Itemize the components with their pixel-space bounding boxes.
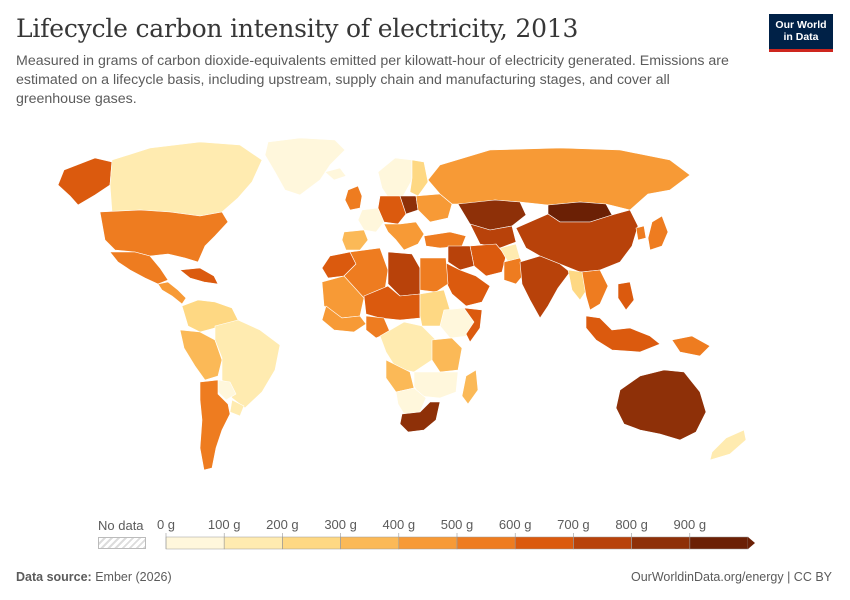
- legend-scale: 0 g 100 g 200 g 300 g 400 g 500 g 600 g 700 g 80…: [157, 517, 755, 550]
- region-malaysia-indonesia[interactable]: [585, 315, 661, 353]
- region-finland[interactable]: [409, 159, 429, 197]
- legend-tick-label: 700 g: [557, 517, 590, 532]
- region-west-africa[interactable]: [321, 305, 367, 333]
- logo-line-1: Our World: [775, 19, 827, 31]
- legend-bin-0[interactable]: [165, 536, 225, 550]
- region-norway-sweden[interactable]: [377, 157, 413, 201]
- region-caribbean[interactable]: [179, 267, 219, 285]
- legend-tick-label: 300 g: [324, 517, 357, 532]
- region-libya[interactable]: [387, 251, 421, 297]
- region-madagascar[interactable]: [461, 369, 479, 405]
- region-south-africa[interactable]: [399, 401, 441, 433]
- credit-link[interactable]: OurWorldinData.org/energy | CC BY: [630, 570, 832, 584]
- data-source: Data source: Ember (2026): [16, 570, 172, 584]
- region-australia[interactable]: [615, 369, 707, 441]
- region-mexico[interactable]: [109, 251, 169, 285]
- region-korea[interactable]: [635, 225, 647, 241]
- region-alaska[interactable]: [57, 157, 113, 206]
- region-argentina-chile[interactable]: [199, 379, 231, 471]
- region-niger-chad[interactable]: [363, 285, 421, 321]
- owid-logo[interactable]: Our World in Data: [769, 14, 833, 52]
- logo-line-2: in Data: [783, 31, 819, 43]
- region-japan[interactable]: [647, 215, 669, 251]
- region-iceland[interactable]: [324, 167, 347, 181]
- region-new-zealand[interactable]: [709, 429, 747, 461]
- legend-bin-1[interactable]: [223, 536, 283, 550]
- chart-subtitle: Measured in grams of carbon dioxide-equi…: [16, 53, 729, 107]
- region-central-asia[interactable]: [469, 223, 517, 249]
- legend-tick-label: 600 g: [499, 517, 532, 532]
- region-thailand-vietnam[interactable]: [581, 269, 609, 311]
- region-italy-balkans[interactable]: [383, 221, 425, 251]
- world-map[interactable]: [0, 120, 850, 510]
- region-somalia[interactable]: [463, 307, 483, 343]
- legend-tick-label: 100 g: [208, 517, 241, 532]
- legend-no-data-swatch[interactable]: [98, 537, 146, 549]
- legend-tick-label: 200 g: [266, 517, 299, 532]
- legend-bin-5[interactable]: [456, 536, 516, 550]
- legend-arrow: [748, 537, 755, 549]
- region-russia[interactable]: [427, 147, 691, 211]
- color-legend: No data 0 g 100 g 200 g 300 g 400 g 500 g 600 …: [0, 515, 850, 555]
- region-uruguay[interactable]: [229, 399, 245, 417]
- region-papua-new-guinea[interactable]: [671, 335, 711, 357]
- legend-bin-9[interactable]: [689, 536, 749, 550]
- legend-tick-label: 0 g: [157, 517, 175, 532]
- region-iraq-syria[interactable]: [447, 245, 475, 271]
- legend-bin-4[interactable]: [398, 536, 458, 550]
- region-philippines[interactable]: [617, 281, 635, 311]
- data-source-label: Data source:: [16, 570, 92, 584]
- legend-bin-6[interactable]: [514, 536, 574, 550]
- legend-bin-2[interactable]: [282, 536, 341, 550]
- legend-tick-label: 800 g: [615, 517, 648, 532]
- region-kazakhstan[interactable]: [457, 199, 527, 231]
- legend-tick-label: 900 g: [674, 517, 707, 532]
- legend-no-data-label: No data: [98, 518, 144, 533]
- legend-tick-label: 500 g: [441, 517, 474, 532]
- legend-bin-3[interactable]: [340, 536, 400, 550]
- region-canada[interactable]: [109, 141, 263, 217]
- region-greenland[interactable]: [264, 137, 346, 196]
- region-zambia-mozambique[interactable]: [413, 371, 459, 399]
- region-turkey[interactable]: [423, 231, 467, 249]
- legend-bin-7[interactable]: [573, 536, 632, 550]
- region-central-america[interactable]: [157, 281, 187, 305]
- region-spain-portugal[interactable]: [341, 229, 369, 251]
- region-united-states[interactable]: [99, 209, 229, 263]
- region-uk-ireland[interactable]: [344, 185, 363, 211]
- legend-bin-8[interactable]: [631, 536, 691, 550]
- region-egypt[interactable]: [419, 257, 449, 293]
- region-kenya-tanzania[interactable]: [431, 337, 463, 373]
- region-india[interactable]: [519, 255, 571, 319]
- legend-tick-label: 400 g: [383, 517, 416, 532]
- region-peru-bolivia[interactable]: [179, 329, 223, 381]
- chart-title: Lifecycle carbon intensity of electricit…: [16, 14, 579, 43]
- data-source-value[interactable]: Ember (2026): [95, 570, 172, 584]
